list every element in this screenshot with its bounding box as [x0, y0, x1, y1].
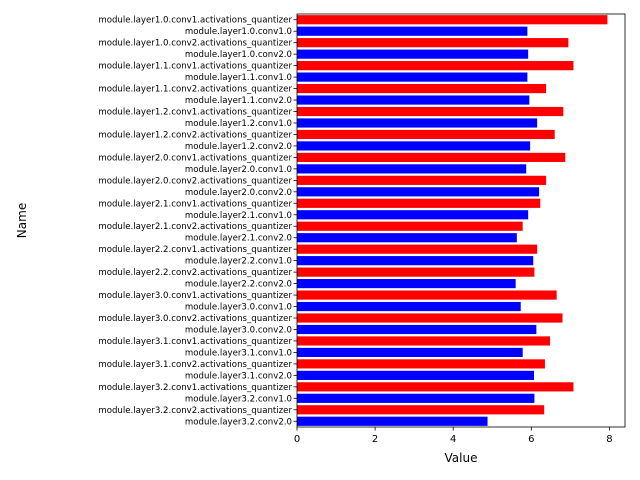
y-tick-label: module.layer3.1.conv1.activations_quanti… [98, 337, 292, 347]
y-tick-label: module.layer3.0.conv1.0 [185, 303, 292, 313]
y-tick-label: module.layer2.2.conv1.0 [185, 257, 292, 267]
bar-6 [297, 72, 528, 82]
bar-18 [297, 210, 529, 220]
bar-19 [297, 221, 523, 231]
y-tick-label: module.layer3.2.conv1.0 [185, 394, 292, 404]
y-tick-label: module.layer1.2.conv2.activations_quanti… [98, 130, 292, 140]
bar-12 [297, 141, 531, 151]
x-tick-label: 0 [294, 434, 300, 445]
bar-7 [297, 83, 547, 94]
bar-1 [297, 15, 608, 25]
y-tick-label: module.layer3.2.conv2.0 [185, 417, 292, 427]
y-tick-label: module.layer1.0.conv1.activations_quanti… [98, 16, 292, 26]
bar-2 [297, 26, 528, 36]
bar-13 [297, 152, 566, 162]
bar-25 [297, 290, 557, 300]
y-tick-label: module.layer1.2.conv1.activations_quanti… [98, 108, 292, 118]
bar-33 [297, 382, 574, 392]
y-tick-label: module.layer3.1.conv2.0 [185, 371, 292, 381]
bar-29 [297, 336, 551, 346]
bar-21 [297, 244, 538, 254]
bar-28 [297, 324, 537, 335]
y-tick-label: module.layer1.1.conv2.0 [185, 96, 292, 106]
bar-10 [297, 118, 538, 128]
axes-frame [296, 13, 626, 428]
y-tick-label: module.layer3.1.conv2.activations_quanti… [98, 360, 292, 370]
bar-20 [297, 233, 517, 243]
y-tick-label: module.layer1.1.conv1.0 [185, 73, 292, 83]
x-tick-label: 6 [528, 434, 534, 445]
y-tick-label: module.layer1.1.conv2.activations_quanti… [98, 85, 292, 95]
y-tick-label: module.layer1.2.conv2.0 [185, 142, 292, 152]
y-tick-label: module.layer3.0.conv2.activations_quanti… [98, 314, 292, 324]
y-tick-label: module.layer2.0.conv1.activations_quanti… [98, 153, 292, 163]
y-tick-label: module.layer3.1.conv1.0 [185, 348, 292, 358]
plot-frame [296, 13, 626, 428]
x-tick-label: 8 [606, 434, 612, 445]
y-tick-label: module.layer2.0.conv2.activations_quanti… [98, 176, 292, 186]
y-tick-label: module.layer1.0.conv2.activations_quanti… [98, 39, 292, 49]
y-tick-label: module.layer2.0.conv1.0 [185, 165, 292, 175]
y-tick-labels: module.layer1.0.conv1.activations_quanti… [98, 16, 297, 427]
x-tick-label: 2 [372, 434, 378, 445]
y-tick-label: module.layer2.0.conv2.0 [185, 188, 292, 198]
bar-17 [297, 198, 541, 208]
y-tick-label: module.layer3.2.conv2.activations_quanti… [98, 406, 292, 416]
bars-group [297, 15, 608, 426]
bar-15 [297, 175, 547, 185]
bar-3 [297, 38, 569, 48]
bar-23 [297, 267, 535, 277]
y-tick-label: module.layer2.2.conv2.activations_quanti… [98, 268, 292, 278]
x-tick-label: 4 [450, 434, 456, 445]
y-tick-label: module.layer2.1.conv1.activations_quanti… [98, 199, 292, 209]
y-axis-label: Name [15, 203, 29, 238]
bar-34 [297, 393, 535, 403]
y-tick-label: module.layer1.0.conv2.0 [185, 50, 292, 60]
x-axis-label: Value [445, 451, 478, 465]
bar-27 [297, 313, 563, 323]
y-tick-label: module.layer2.2.conv1.activations_quanti… [98, 245, 292, 255]
y-tick-label: module.layer3.0.conv1.activations_quanti… [98, 291, 292, 301]
bar-16 [297, 187, 540, 197]
bar-31 [297, 359, 545, 369]
bar-30 [297, 347, 523, 358]
bar-32 [297, 370, 535, 380]
y-tick-label: module.layer1.0.conv1.0 [185, 27, 292, 37]
bar-14 [297, 164, 527, 174]
y-tick-label: module.layer2.1.conv2.0 [185, 234, 292, 244]
bar-5 [297, 61, 574, 71]
y-tick-label: module.layer2.2.conv2.0 [185, 280, 292, 290]
bar-35 [297, 405, 545, 415]
y-tick-label: module.layer2.1.conv1.0 [185, 211, 292, 221]
bar-8 [297, 95, 530, 105]
bar-22 [297, 256, 534, 266]
y-tick-label: module.layer1.2.conv1.0 [185, 119, 292, 129]
bar-26 [297, 301, 521, 312]
x-tick-labels: 0 2 4 6 8 [294, 427, 613, 445]
y-tick-label: module.layer3.0.conv2.0 [185, 325, 292, 335]
bar-9 [297, 106, 564, 117]
y-tick-label: module.layer3.2.conv1.activations_quanti… [98, 383, 292, 393]
bar-36 [297, 416, 488, 426]
bar-24 [297, 279, 516, 289]
y-tick-label: module.layer1.1.conv1.activations_quanti… [98, 62, 292, 72]
y-tick-label: module.layer2.1.conv2.activations_quanti… [98, 222, 292, 232]
bar-4 [297, 49, 529, 59]
bar-11 [297, 129, 555, 140]
